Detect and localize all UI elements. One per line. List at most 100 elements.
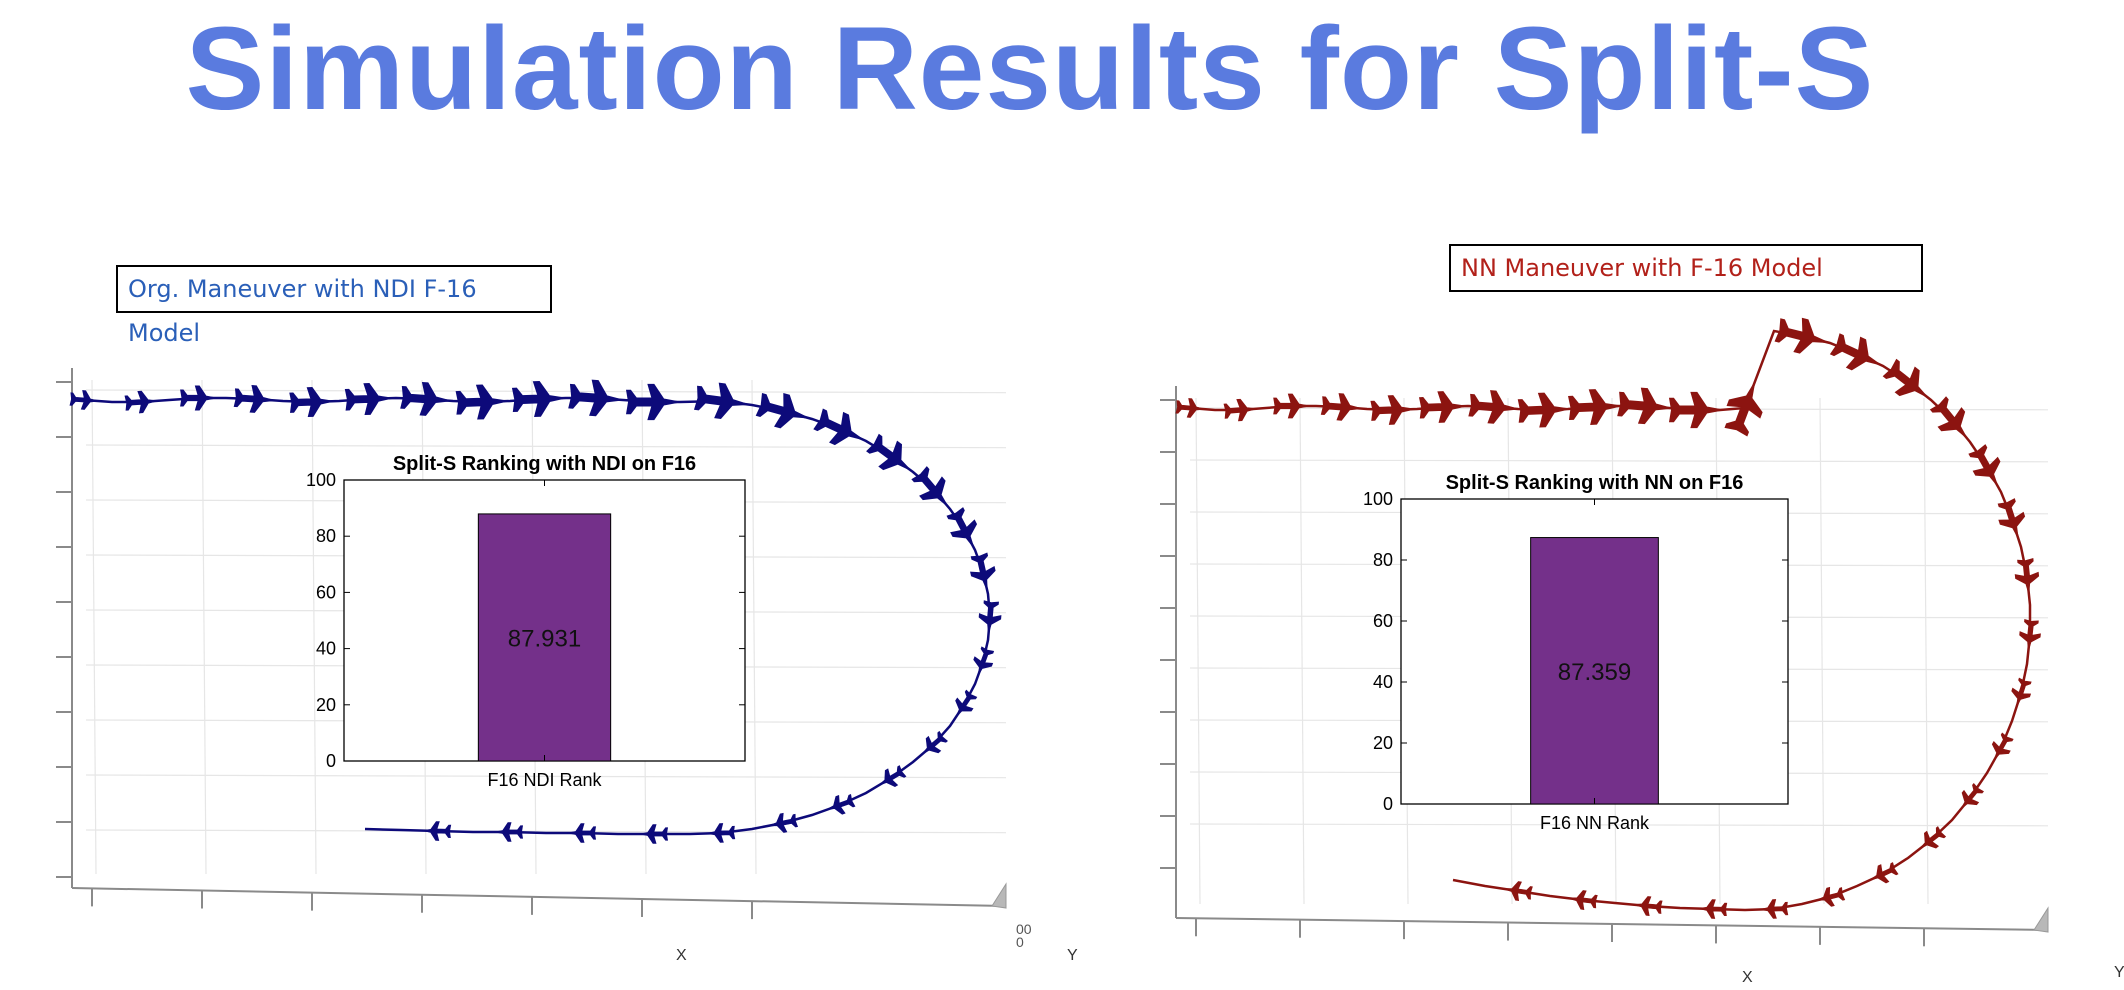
aircraft-shape [693,382,748,420]
aircraft-shape [970,552,996,591]
aircraft-marker [825,794,856,815]
aircraft-marker [400,381,451,416]
aircraft-marker [1869,862,1899,884]
aircraft-marker [494,822,524,842]
aircraft-marker [768,812,799,833]
axis-corner [2033,906,2049,933]
x-axis-line [71,887,1007,907]
aircraft-shape [2019,618,2041,652]
aircraft-shape [180,385,217,411]
aircraft-shape [1815,886,1846,907]
aircraft-shape [1568,389,1621,425]
caption-nn-maneuver: NN Maneuver with F-16 Model [1449,244,1923,292]
grid-line [85,774,1007,779]
aircraft-shape [921,730,948,755]
aircraft-marker [1829,333,1881,371]
aircraft-marker [289,387,334,418]
y-tick-label: 80 [316,526,336,546]
aircraft-shape [813,408,864,446]
aircraft-shape [1968,444,2001,487]
aircraft-shape [511,381,566,418]
aircraft-shape [1568,890,1598,910]
aircraft-shape [1724,382,1763,437]
y-tick-label: 80 [1373,550,1393,570]
aircraft-marker [1468,390,1519,424]
aircraft-shape [1919,826,1947,850]
grid-line [751,379,757,875]
aircraft-marker [1968,444,2001,487]
aircraft-shape [400,381,451,416]
aircraft-shape [124,390,158,414]
x-axis-label: X [676,947,687,964]
aircraft-shape [2011,677,2032,708]
y-tick-label: 100 [1363,489,1393,509]
aircraft-marker [693,382,748,420]
aircraft-shape [1774,317,1829,354]
aircraft-shape [1698,899,1728,919]
aircraft-marker [1929,396,1968,439]
aircraft-shape [568,379,623,417]
x-axis-label: X [1742,969,1753,986]
aircraft-marker [233,385,275,413]
chart-title: Split-S Ranking with NN on F16 [1446,472,1744,494]
aircraft-marker [706,823,736,843]
grid-line [201,379,207,875]
aircraft-marker [625,383,680,421]
aircraft-shape [233,385,275,413]
aircraft-shape [706,823,736,843]
grid-line [1189,459,2049,463]
aircraft-marker [973,646,995,677]
aircraft-shape [1869,862,1899,884]
aircraft-marker [1223,398,1257,422]
aircraft-marker [124,390,158,414]
aircraft-marker [455,384,508,420]
x-tick-label: F16 NN Rank [1540,813,1650,833]
aircraft-shape [1882,358,1928,398]
aircraft-shape [768,812,799,833]
aircraft-shape [1960,782,1984,810]
y-tick-label: 0 [1383,794,1393,814]
aircraft-marker [1668,391,1723,429]
aircraft-shape [1759,899,1789,919]
aircraft-shape [422,821,452,841]
aircraft-marker [1919,826,1947,850]
aircraft-shape [344,383,393,416]
aircraft-shape [1617,387,1672,425]
x-tick-label: F16 NDI Rank [487,770,602,790]
bar [1530,537,1659,805]
aircraft-marker [955,689,978,718]
bar-value-label: 87.931 [508,625,581,652]
aircraft-marker [1273,393,1310,419]
aircraft-shape [825,794,856,815]
aircraft-shape [1320,393,1362,421]
aircraft-shape [911,466,949,507]
aircraft-marker [1418,391,1466,423]
aircraft-marker [567,823,597,843]
aircraft-shape [1517,392,1570,428]
aircraft-marker [568,379,623,417]
aircraft-shape [1503,881,1533,902]
aircraft-marker [1698,899,1728,919]
slide-title: Simulation Results for Split-S [185,3,1875,135]
aircraft-shape [625,383,680,421]
aircraft-shape [1223,398,1257,422]
aircraft-shape [755,392,809,429]
aircraft-marker [1882,358,1928,398]
grid-line [1195,397,1201,905]
aircraft-marker [2011,677,2032,708]
aircraft-marker [1960,782,1984,810]
chart-title: Split-S Ranking with NDI on F16 [393,453,696,475]
aircraft-marker [1517,392,1570,428]
aircraft-marker [755,392,809,429]
y-tick-label: 20 [316,695,336,715]
aircraft-marker [1370,395,1415,425]
cut-off-tick-label: 0 [1016,934,1024,950]
aircraft-marker [970,552,996,591]
aircraft-shape [494,822,524,842]
aircraft-marker [69,390,99,410]
y-tick-label: 20 [1373,733,1393,753]
aircraft-marker [1724,382,1763,437]
aircraft-shape [1997,498,2026,539]
aircraft-marker [1997,498,2026,539]
y-tick-label: 40 [316,639,336,659]
